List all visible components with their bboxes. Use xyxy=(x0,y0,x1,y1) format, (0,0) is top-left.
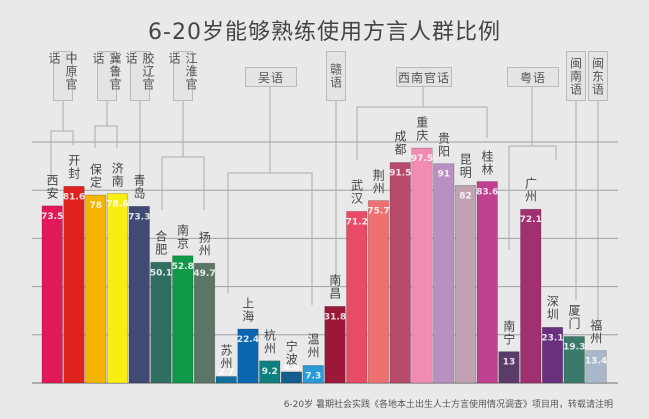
tick-label: 扬州 xyxy=(197,231,212,258)
bar-昆明 xyxy=(454,185,477,384)
bar-扬州 xyxy=(193,262,216,384)
data-label: 49.7 xyxy=(193,269,215,279)
tick-label: 武汉 xyxy=(349,179,364,206)
tick-label: 深圳 xyxy=(545,295,560,322)
bar-厦门 xyxy=(563,336,585,384)
data-label: 82 xyxy=(459,191,472,201)
legend-group: 粤语 xyxy=(507,67,559,87)
data-label: 4.6 xyxy=(284,363,300,373)
bar-武汉 xyxy=(346,211,368,384)
legend-group: 闽东语 xyxy=(588,51,608,101)
legend-group: 吴语 xyxy=(245,67,297,87)
bar-济南 xyxy=(106,193,129,384)
legend-group: 江淮官话 xyxy=(167,51,198,101)
tick-label: 广州 xyxy=(523,177,538,204)
tick-label: 荆州 xyxy=(371,168,386,195)
tick-label: 南昌 xyxy=(327,274,342,301)
bar-西安 xyxy=(41,205,63,384)
bar-广州 xyxy=(520,208,542,384)
data-label: 7.3 xyxy=(305,371,321,381)
bar-福州 xyxy=(585,350,607,384)
bar-温州 xyxy=(302,365,324,384)
data-label: 13 xyxy=(503,358,516,368)
bar-南京 xyxy=(172,255,194,384)
connector-wu xyxy=(227,86,313,305)
tick-label: 宁波 xyxy=(284,339,299,366)
tick-label: 上海 xyxy=(240,297,255,324)
data-label: 22.4 xyxy=(237,335,259,345)
bar-保定 xyxy=(85,194,107,384)
bar-重庆 xyxy=(411,147,433,384)
data-label: 91.5 xyxy=(389,168,411,178)
tick-label: 温州 xyxy=(306,333,320,360)
data-label: 71.2 xyxy=(346,217,368,227)
connector-jianghuai xyxy=(161,101,205,210)
legend-group: 西南官话 xyxy=(396,67,452,87)
data-label: 73.3 xyxy=(128,212,150,222)
data-label: 52.8 xyxy=(172,262,194,272)
bar-杭州 xyxy=(259,360,281,384)
tick-label: 厦门 xyxy=(567,304,581,331)
tick-label: 合肥 xyxy=(153,230,168,257)
data-label: 2.7 xyxy=(218,367,234,377)
bar-成都 xyxy=(389,162,411,384)
data-label: 13.4 xyxy=(585,357,607,367)
legend-group: 中原官话 xyxy=(47,51,78,101)
data-label: 75.7 xyxy=(367,207,389,217)
data-label: 78.6 xyxy=(106,200,128,210)
tick-label: 青岛 xyxy=(132,174,146,201)
bar-荆州 xyxy=(367,200,390,384)
bar-深圳 xyxy=(541,326,564,384)
legend-group: 赣语 xyxy=(326,51,346,101)
tick-label: 南京 xyxy=(175,223,190,250)
tick-label: 杭州 xyxy=(262,328,277,355)
data-label: 19.3 xyxy=(563,342,585,352)
data-label: 31.8 xyxy=(324,312,346,322)
tick-label: 昆明 xyxy=(458,153,473,180)
bar-桂林 xyxy=(476,181,498,384)
tick-label: 济南 xyxy=(110,161,125,188)
data-label: 73.5 xyxy=(41,212,63,222)
chart-title: 6-20岁能够熟练使用方言人群比例 xyxy=(148,20,501,45)
tick-label: 西安 xyxy=(45,173,59,200)
data-label: 91 xyxy=(437,170,450,180)
bar-宁波 xyxy=(280,371,303,384)
data-label: 23.1 xyxy=(541,333,563,343)
data-label: 78 xyxy=(89,201,102,211)
bar-上海 xyxy=(237,328,259,384)
connector-xinan xyxy=(356,86,488,160)
bar-南宁 xyxy=(498,351,520,384)
tick-label: 福州 xyxy=(588,318,603,345)
connector-zhongyuan xyxy=(50,101,74,175)
connector-jilu xyxy=(94,101,118,148)
tick-label: 开封 xyxy=(66,154,81,181)
tick-label: 苏州 xyxy=(219,344,233,371)
legend-group: 冀鲁官话 xyxy=(91,51,122,101)
footnote: 6-20岁 暑期社会实践《各地本土出生人士方言使用情况调查》项目用，转载请注明 xyxy=(283,400,613,410)
legend-group: 闽南语 xyxy=(566,51,586,101)
group-connectors xyxy=(50,86,599,320)
tick-label: 南宁 xyxy=(501,319,516,346)
data-label: 81.6 xyxy=(63,192,85,202)
data-label: 9.2 xyxy=(262,367,278,377)
bar-南昌 xyxy=(324,306,346,384)
data-label: 72.1 xyxy=(520,215,542,225)
data-label: 83.6 xyxy=(476,188,498,198)
tick-label: 成都 xyxy=(393,130,407,157)
tick-label: 保定 xyxy=(88,163,103,190)
connector-yue xyxy=(508,86,557,250)
bar-青岛 xyxy=(128,205,150,384)
bar-贵阳 xyxy=(433,163,455,384)
bar-苏州 xyxy=(215,376,237,384)
legend-group: 胶辽官话 xyxy=(124,51,155,101)
bar-开封 xyxy=(63,185,85,384)
bar-合肥 xyxy=(150,261,172,384)
tick-label: 贵阳 xyxy=(436,131,451,158)
tick-label: 桂林 xyxy=(480,149,494,176)
data-label: 50.1 xyxy=(150,268,172,278)
tick-label: 重庆 xyxy=(414,116,429,143)
data-label: 97.5 xyxy=(411,154,433,164)
